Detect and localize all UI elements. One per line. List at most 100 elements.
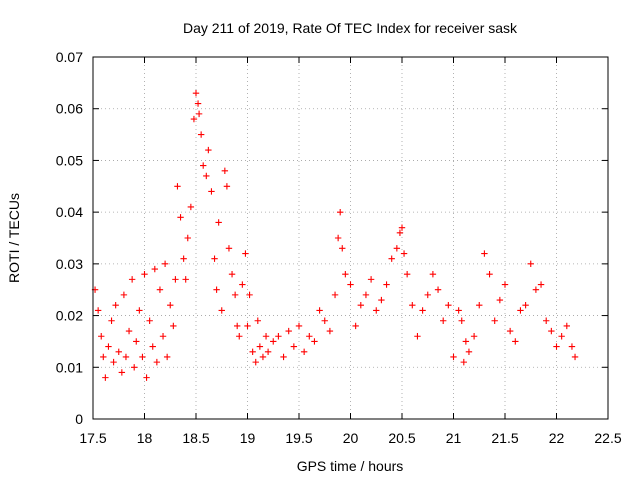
data-point (161, 260, 169, 268)
data-point (259, 353, 267, 361)
data-point (231, 291, 239, 299)
data-point (458, 317, 465, 324)
data-point (306, 333, 313, 340)
y-tick-label: 0.05 (56, 152, 83, 168)
axis-ticks: 17.5 18 18.5 19 19.5 20 20.5 21 21.5 22 22.5 0 0.01 0… (56, 49, 622, 446)
data-point (470, 333, 478, 340)
data-point (357, 302, 364, 309)
data-point (571, 353, 579, 361)
data-point (254, 317, 261, 324)
x-tick-label: 18 (137, 430, 153, 446)
data-point (122, 353, 130, 361)
data-point (252, 358, 259, 366)
data-point (378, 296, 385, 304)
grid-lines (93, 57, 608, 419)
data-point (244, 322, 251, 330)
data-point (156, 286, 164, 293)
data-point (388, 255, 395, 262)
data-point (342, 271, 349, 278)
data-point (112, 302, 119, 309)
data-point (512, 338, 519, 345)
data-point (440, 317, 447, 324)
data-point (211, 255, 218, 262)
data-point (496, 296, 504, 304)
data-point (337, 208, 344, 216)
data-point (347, 281, 354, 288)
data-point (393, 245, 401, 252)
data-point (455, 307, 462, 314)
data-point (242, 250, 249, 257)
data-point (462, 338, 470, 345)
y-tick-label: 0.03 (56, 256, 83, 272)
data-point (225, 245, 233, 252)
data-point (321, 317, 328, 324)
data-point (174, 183, 181, 190)
data-point (213, 286, 220, 293)
data-point (481, 250, 488, 257)
data-point (192, 90, 200, 97)
data-point (532, 286, 540, 293)
data-point (300, 348, 308, 355)
data-point (172, 276, 179, 283)
data-point (568, 343, 576, 350)
x-tick-label: 21 (446, 430, 462, 446)
data-point (486, 271, 493, 278)
data-point (275, 333, 282, 340)
data-point (491, 317, 498, 324)
data-point (184, 234, 191, 242)
data-point (424, 291, 431, 299)
data-point (236, 333, 243, 340)
data-point (465, 348, 473, 355)
data-point (290, 343, 298, 350)
data-point (190, 115, 198, 123)
data-point (203, 172, 210, 180)
x-tick-label: 19 (240, 430, 256, 446)
data-point (553, 343, 560, 350)
data-point (445, 302, 452, 309)
data-point (563, 322, 570, 330)
data-point (120, 291, 128, 299)
data-point (400, 250, 408, 257)
data-point (367, 276, 375, 283)
data-point (398, 224, 406, 231)
data-point (153, 358, 161, 366)
data-point (246, 291, 253, 299)
data-point (118, 369, 126, 376)
data-point (331, 291, 339, 299)
data-point (221, 167, 229, 174)
data-point (141, 271, 148, 278)
data-point (249, 348, 256, 355)
data-point (419, 307, 426, 314)
data-point (98, 333, 105, 340)
data-point (373, 307, 380, 314)
data-point (506, 327, 514, 335)
data-point (108, 317, 115, 324)
y-tick-label: 0.07 (56, 49, 83, 65)
data-point (522, 302, 529, 309)
data-point (334, 234, 342, 242)
y-tick-label: 0.01 (56, 359, 83, 375)
data-point (215, 219, 222, 226)
y-axis-title: ROTI / TECUs (6, 193, 22, 283)
y-tick-label: 0.02 (56, 308, 83, 324)
data-point (548, 327, 555, 335)
data-point (316, 307, 323, 314)
data-point (339, 245, 346, 252)
x-tick-label: 17.5 (79, 430, 106, 446)
data-point (177, 214, 184, 221)
data-point (280, 353, 287, 361)
data-point (187, 203, 195, 211)
data-point (429, 271, 437, 278)
data-point (434, 286, 442, 293)
data-point (256, 343, 264, 350)
x-tick-label: 20 (343, 430, 359, 446)
data-point (352, 322, 359, 330)
data-point (182, 276, 189, 283)
data-point (383, 281, 390, 288)
data-point (170, 322, 177, 330)
data-point (136, 307, 143, 314)
data-point (476, 302, 483, 309)
data-point (326, 327, 334, 335)
x-axis-title: GPS time / hours (297, 458, 404, 474)
